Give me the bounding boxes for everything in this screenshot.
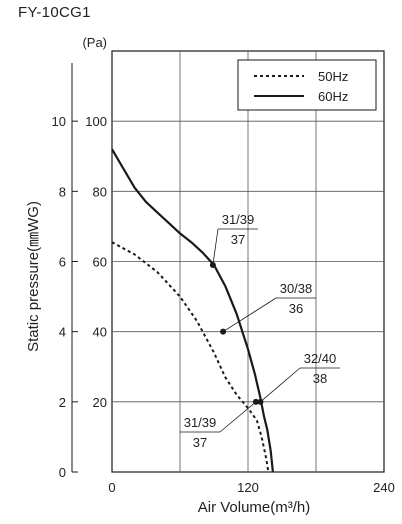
annotation-top-label: 31/39 xyxy=(184,415,217,430)
leader-line xyxy=(222,297,277,333)
x-tick-label: 240 xyxy=(373,480,395,495)
annotation-bottom-label: 38 xyxy=(313,371,327,386)
y-tick-label-pa: 40 xyxy=(93,325,107,340)
annotation-bottom-label: 37 xyxy=(193,435,207,450)
annotation-top-label: 30/38 xyxy=(280,281,313,296)
y-tick-label-mmwg: 8 xyxy=(59,184,66,199)
annotation: 32/40 38 xyxy=(257,351,340,405)
legend-box xyxy=(237,59,377,111)
pa-axis-unit: (Pa) xyxy=(82,35,107,50)
leader-line xyxy=(212,228,219,266)
y-axis-label: Static pressure(㎜WG) xyxy=(25,201,42,352)
annotation: 31/39 37 xyxy=(209,212,258,269)
y-tick-label-mmwg: 0 xyxy=(59,465,66,480)
annotation-bottom-label: 37 xyxy=(231,232,245,247)
model-title: FY-10CG1 xyxy=(18,4,91,21)
grid xyxy=(111,50,385,473)
y-tick-label-mmwg: 4 xyxy=(59,325,66,340)
series-line-50hz xyxy=(111,241,270,473)
x-tick-label: 0 xyxy=(108,480,115,495)
leader-line xyxy=(219,401,257,433)
annotation-top-label: 32/40 xyxy=(304,351,337,366)
legend: 50Hz 60Hz xyxy=(237,59,377,111)
x-axis-label: Air Volume(m³/h) xyxy=(198,499,311,516)
y-tick-label-pa: 100 xyxy=(85,114,107,129)
annotation-bottom-label: 36 xyxy=(289,301,303,316)
annotation: 30/38 36 xyxy=(220,281,316,335)
x-tick-label: 120 xyxy=(237,480,259,495)
y-tick-label-mmwg: 10 xyxy=(52,114,66,129)
y-tick-label-mmwg: 2 xyxy=(59,395,66,410)
y-tick-label-pa: 80 xyxy=(93,184,107,199)
annotation: 31/39 37 xyxy=(180,398,259,450)
y-tick-label-pa: 20 xyxy=(93,395,107,410)
leader-line xyxy=(260,367,301,403)
y-tick-label-pa: 60 xyxy=(93,255,107,270)
annotation-top-label: 31/39 xyxy=(222,212,255,227)
annotation-layer: 31/39 37 30/38 36 32/40 38 31/39 37 xyxy=(180,212,340,450)
y-tick-label-mmwg: 6 xyxy=(59,255,66,270)
legend-label: 50Hz xyxy=(318,69,348,84)
legend-label: 60Hz xyxy=(318,89,348,104)
